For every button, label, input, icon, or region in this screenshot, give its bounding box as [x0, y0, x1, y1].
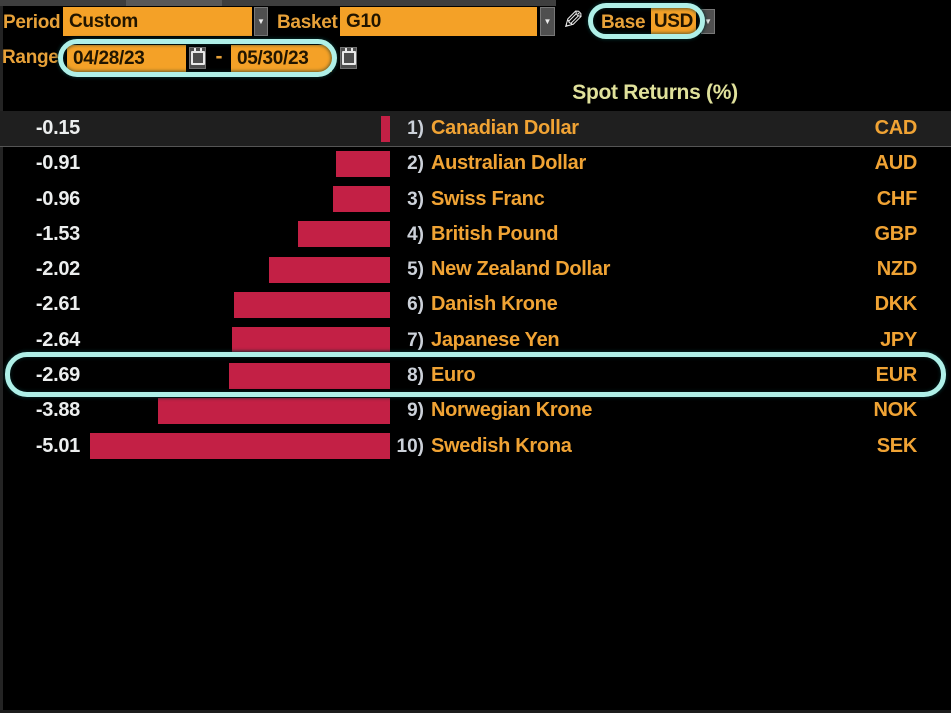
- range-end-value: 05/30/23: [237, 47, 309, 69]
- return-bar: [298, 221, 390, 248]
- base-currency-select[interactable]: USD: [651, 8, 696, 35]
- row-currency-code: NZD: [876, 258, 918, 281]
- row-rank: 8): [407, 365, 424, 387]
- currency-row-jpy[interactable]: -2.64 7) Japanese Yen JPY: [0, 323, 951, 358]
- return-bar: [90, 433, 390, 460]
- row-currency-name: Australian Dollar: [431, 152, 586, 175]
- range-start-value: 04/28/23: [73, 47, 145, 69]
- row-currency-name: Norwegian Krone: [431, 399, 593, 422]
- row-return-value: -0.91: [35, 152, 80, 175]
- row-return-value: -3.88: [35, 399, 80, 422]
- base-currency-value: USD: [653, 10, 694, 32]
- row-currency-code: GBP: [874, 222, 918, 245]
- basket-dropdown-icon[interactable]: ▼: [540, 7, 555, 36]
- period-value: Custom: [69, 10, 138, 32]
- base-label: Base: [601, 11, 646, 33]
- range-label: Range: [2, 46, 59, 68]
- row-rank: 6): [407, 294, 424, 316]
- row-currency-code: JPY: [880, 328, 917, 351]
- row-currency-code: AUD: [874, 152, 918, 175]
- row-return-value: -1.53: [35, 222, 80, 245]
- return-bar: [269, 256, 390, 283]
- row-return-value: -0.96: [35, 187, 80, 210]
- row-return-value: -5.01: [35, 434, 80, 457]
- row-rank: 4): [407, 223, 424, 245]
- range-start-input[interactable]: 04/28/23: [67, 45, 186, 72]
- row-currency-name: Japanese Yen: [431, 328, 560, 351]
- currency-row-eur[interactable]: -2.69 8) Euro EUR: [0, 358, 951, 393]
- row-currency-code: DKK: [874, 293, 918, 316]
- return-bar: [381, 115, 390, 142]
- row-rank: 5): [407, 259, 424, 281]
- range-end-input[interactable]: 05/30/23: [231, 45, 332, 72]
- row-currency-code: EUR: [875, 364, 918, 387]
- currency-return-list: -0.15 1) Canadian Dollar CAD -0.91 2) Au…: [0, 111, 951, 464]
- row-rank: 7): [407, 329, 424, 351]
- row-currency-code: SEK: [876, 434, 918, 457]
- top-remnant-strip: [0, 0, 556, 6]
- row-currency-code: NOK: [873, 399, 917, 422]
- currency-row-aud[interactable]: -0.91 2) Australian Dollar AUD: [0, 146, 951, 181]
- row-currency-name: Swedish Krona: [431, 434, 572, 457]
- row-return-value: -0.15: [35, 117, 80, 139]
- row-return-value: -2.61: [35, 293, 80, 316]
- currency-row-nzd[interactable]: -2.02 5) New Zealand Dollar NZD: [0, 252, 951, 287]
- bottom-edge-border: [0, 710, 951, 713]
- range-end-calendar-icon[interactable]: [340, 47, 357, 69]
- currency-row-cad[interactable]: -0.15 1) Canadian Dollar CAD: [0, 111, 951, 147]
- row-rank: 1): [407, 118, 424, 139]
- return-bar: [157, 397, 390, 424]
- currency-row-dkk[interactable]: -2.61 6) Danish Krone DKK: [0, 287, 951, 322]
- currency-row-chf[interactable]: -0.96 3) Swiss Franc CHF: [0, 182, 951, 217]
- row-rank: 10): [396, 435, 424, 457]
- basket-select[interactable]: G10: [340, 7, 537, 36]
- return-bar: [332, 186, 390, 213]
- row-currency-name: British Pound: [431, 222, 559, 245]
- currency-row-sek[interactable]: -5.01 10) Swedish Krona SEK: [0, 429, 951, 464]
- currency-row-gbp[interactable]: -1.53 4) British Pound GBP: [0, 217, 951, 252]
- return-bar: [231, 327, 390, 354]
- row-currency-name: Danish Krone: [431, 293, 558, 316]
- return-bar: [228, 362, 390, 389]
- row-currency-name: Euro: [431, 364, 476, 387]
- period-label: Period: [3, 11, 61, 33]
- row-return-value: -2.69: [35, 364, 80, 387]
- row-currency-name: Swiss Franc: [431, 187, 545, 210]
- left-edge-border: [0, 0, 3, 713]
- chart-title: Spot Returns (%): [572, 81, 738, 104]
- row-currency-name: New Zealand Dollar: [431, 258, 611, 281]
- return-bar: [233, 292, 390, 319]
- base-dropdown-icon[interactable]: ▼: [701, 9, 715, 34]
- row-currency-code: CAD: [874, 117, 918, 139]
- currency-row-nok[interactable]: -3.88 9) Norwegian Krone NOK: [0, 393, 951, 428]
- row-rank: 3): [407, 188, 424, 210]
- basket-label: Basket: [277, 11, 338, 33]
- range-start-calendar-icon[interactable]: [189, 47, 206, 69]
- period-dropdown-icon[interactable]: ▼: [254, 7, 268, 36]
- edit-pencil-icon[interactable]: ✎: [562, 5, 584, 35]
- row-return-value: -2.02: [35, 258, 80, 281]
- return-bar: [335, 150, 390, 177]
- row-return-value: -2.64: [35, 328, 80, 351]
- row-rank: 9): [407, 400, 424, 422]
- row-currency-name: Canadian Dollar: [431, 117, 579, 139]
- range-separator: -: [215, 45, 223, 68]
- row-currency-code: CHF: [876, 187, 918, 210]
- period-select[interactable]: Custom: [63, 7, 252, 36]
- row-rank: 2): [407, 153, 424, 175]
- basket-value: G10: [346, 10, 382, 32]
